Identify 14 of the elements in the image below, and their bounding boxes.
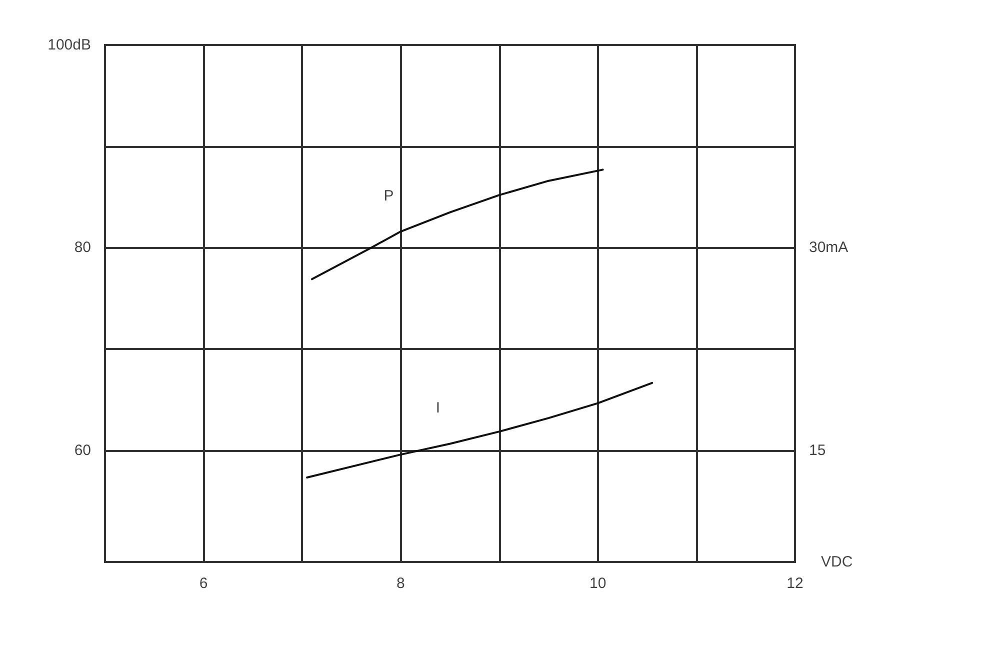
series-label: I: [436, 400, 440, 417]
y2-tick-label: 30mA: [809, 239, 848, 256]
y-tick-label: 80: [74, 239, 91, 256]
line-series: [311, 168, 604, 280]
y-tick-label: 100dB: [48, 36, 91, 54]
x-axis-title: VDC: [821, 554, 853, 570]
y-tick-label: 60: [74, 442, 91, 459]
x-tick-label: 6: [199, 575, 208, 592]
y2-tick-label: 15: [809, 442, 826, 459]
x-tick-label: 8: [396, 575, 405, 592]
x-tick-label: 12: [786, 575, 804, 592]
series-label: P: [384, 188, 394, 205]
x-tick-label: 10: [590, 575, 606, 592]
line-series: [306, 382, 654, 479]
